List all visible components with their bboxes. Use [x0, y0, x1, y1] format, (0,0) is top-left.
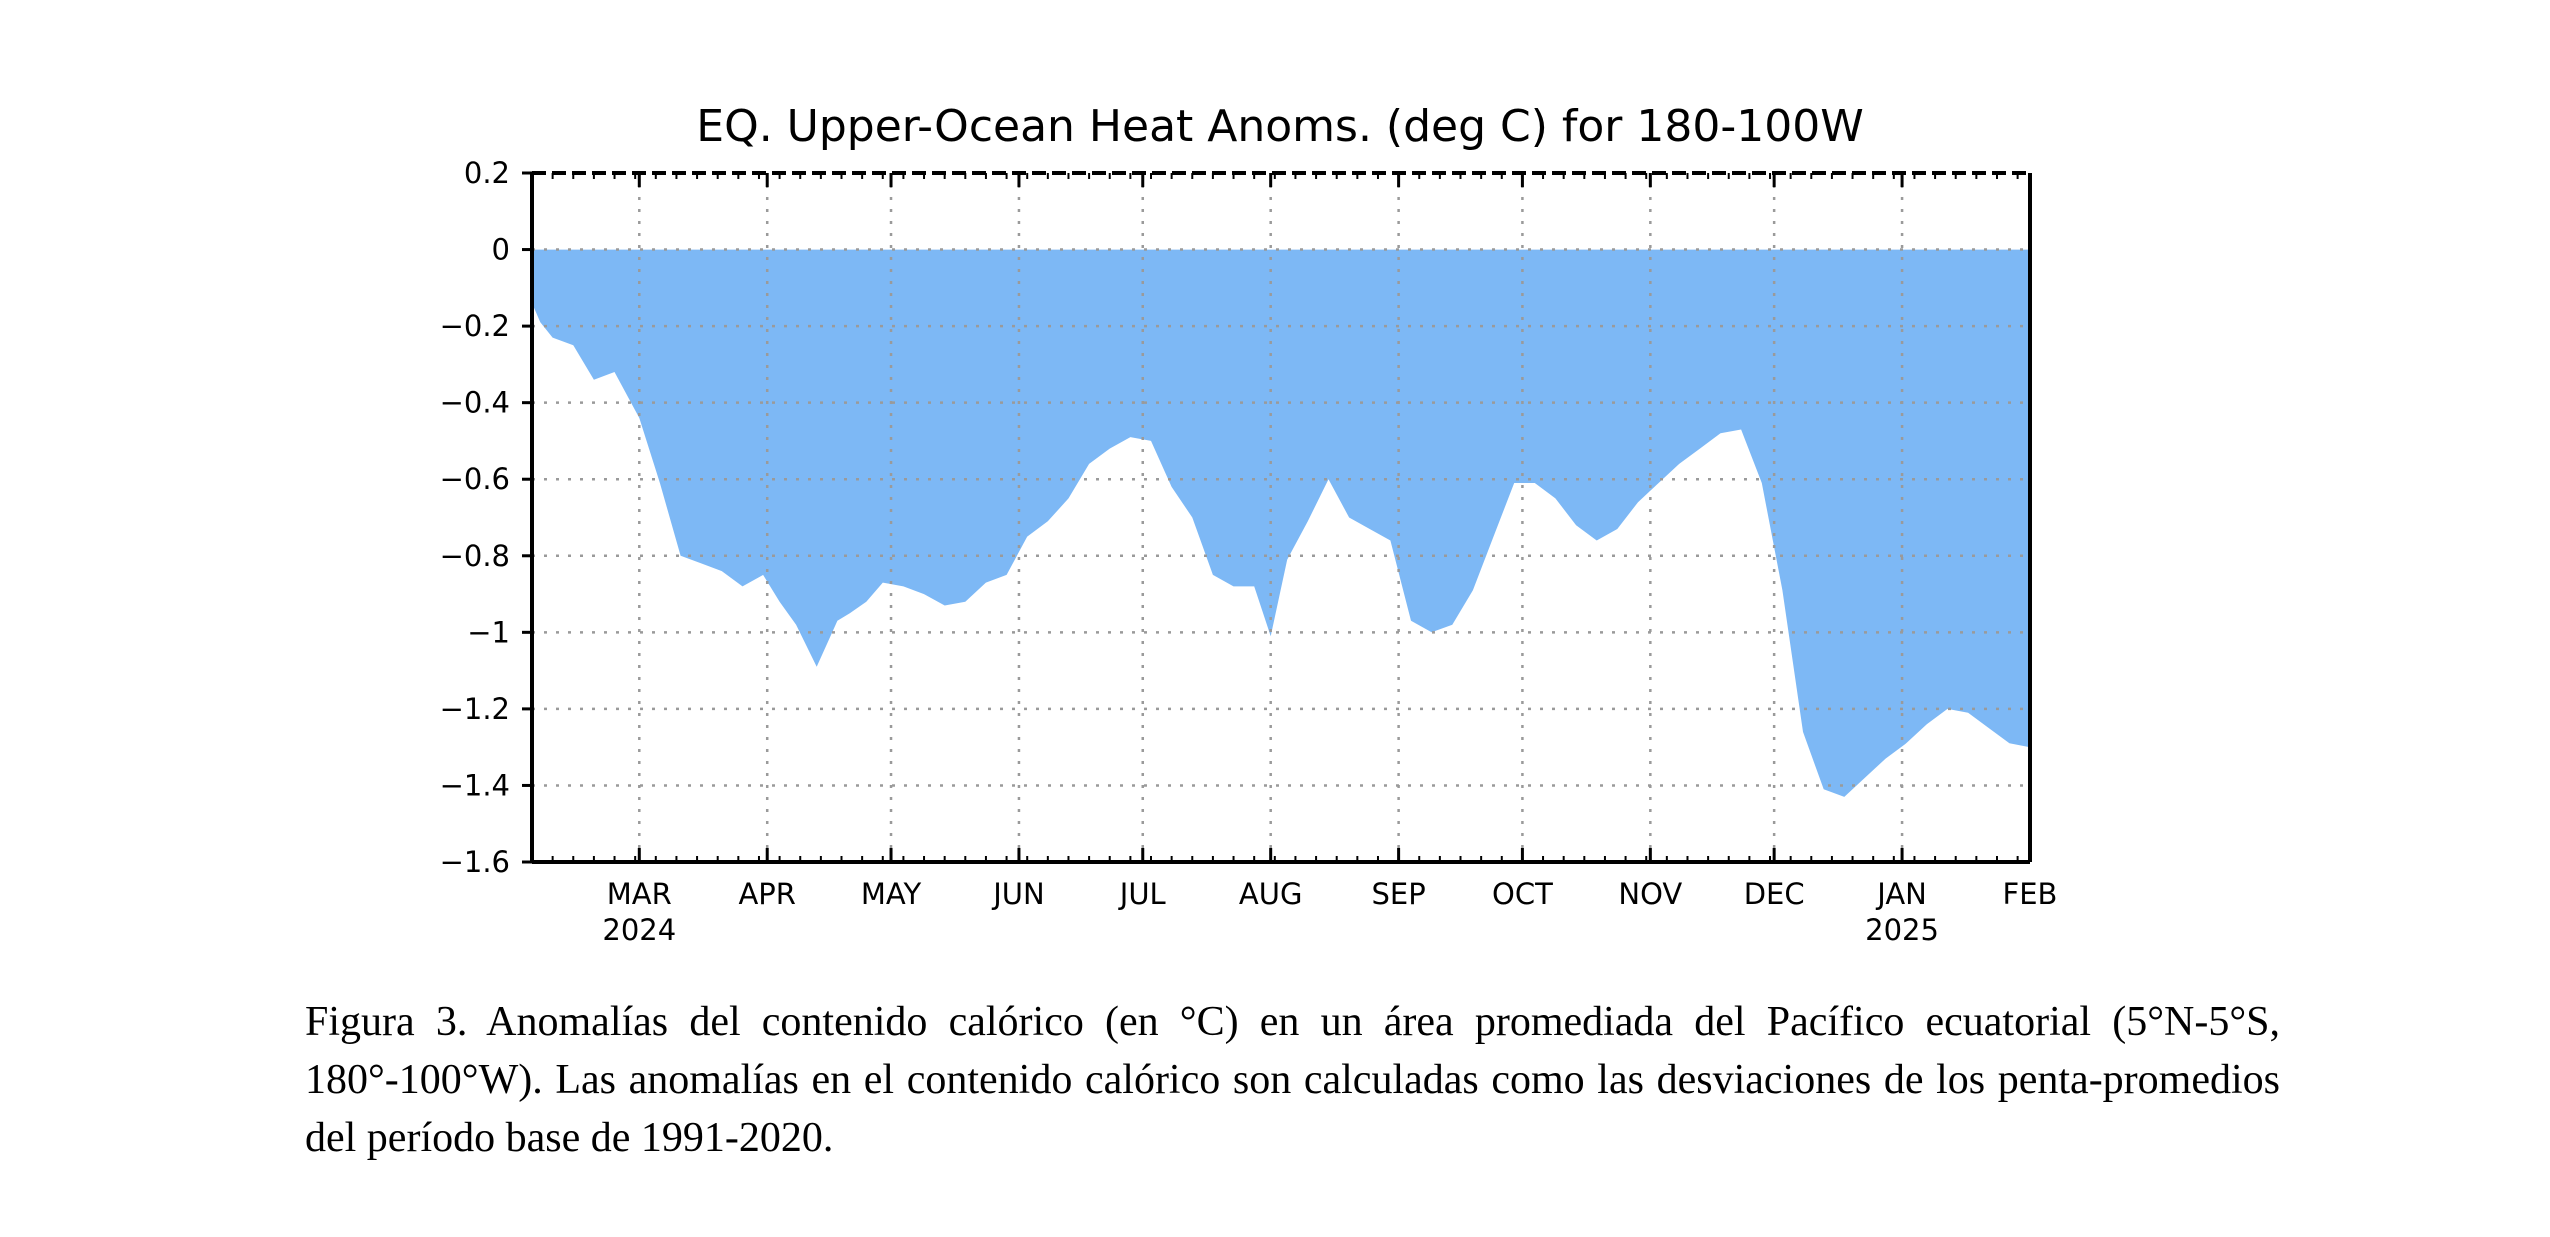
x-tick-label: MAY: [861, 877, 922, 911]
x-tick-label: MAR: [607, 877, 672, 911]
x-tick-label: JUN: [991, 877, 1044, 911]
x-tick-label: DEC: [1744, 877, 1805, 911]
y-tick-label: 0: [492, 233, 510, 267]
y-tick-label: −0.8: [440, 539, 510, 573]
x-tick-label: OCT: [1492, 877, 1553, 911]
x-tick-label: JUL: [1118, 877, 1166, 911]
x-tick-label: AUG: [1239, 877, 1303, 911]
x-tick-label: JAN: [1875, 877, 1927, 911]
y-tick-label: −0.2: [440, 309, 510, 343]
chart-title: EQ. Upper-Ocean Heat Anoms. (deg C) for …: [696, 101, 1863, 152]
y-tick-label: −0.6: [440, 462, 510, 496]
y-tick-label: −1: [467, 615, 510, 649]
anomaly-area: [532, 249, 2030, 797]
x-year-label: 2025: [1865, 913, 1939, 947]
x-tick-label: SEP: [1371, 877, 1425, 911]
x-tick-label: FEB: [2003, 877, 2058, 911]
y-tick-label: 0.2: [464, 156, 510, 190]
y-tick-label: −1.6: [440, 845, 510, 879]
y-tick-label: −1.4: [440, 768, 510, 802]
x-tick-label: NOV: [1618, 877, 1682, 911]
figure-caption: Figura 3. Anomalías del contenido calóri…: [305, 999, 2280, 1161]
y-tick-label: −0.4: [440, 386, 510, 420]
x-tick-label: APR: [738, 877, 795, 911]
x-year-label: 2024: [602, 913, 676, 947]
y-tick-label: −1.2: [440, 692, 510, 726]
